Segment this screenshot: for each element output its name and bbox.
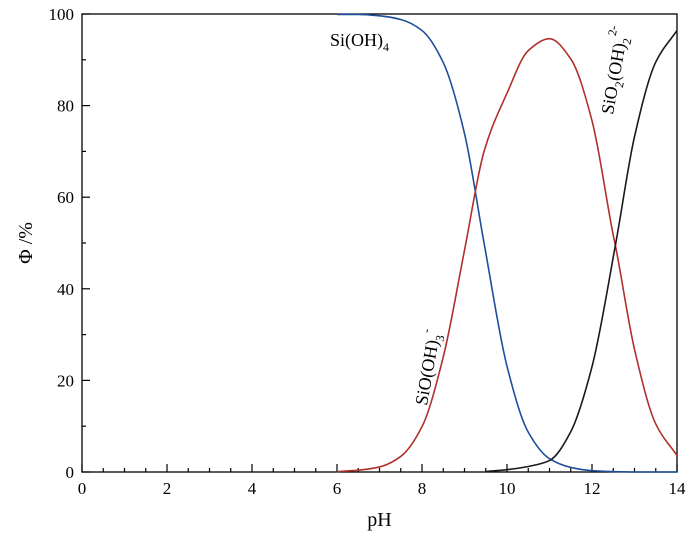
x-tick-label: 14 [669,479,687,498]
x-axis-ticks: 0 2 4 6 8 10 12 14 [78,464,686,498]
series-line-0 [337,13,677,473]
series-label-sio-oh-3: SiO(OH)3- [406,328,448,408]
series-lines [336,13,678,473]
y-tick-label: 40 [57,280,74,299]
y-tick-label: 60 [57,188,74,207]
x-tick-label: 8 [418,479,427,498]
x-axis-title: pH [367,509,391,531]
plot-frame [81,13,678,473]
x-tick-label: 10 [499,479,516,498]
y-tick-label: 20 [57,371,74,390]
y-axis-title: Φ /% [15,222,37,264]
x-tick-label: 2 [163,479,172,498]
series-line-1 [336,37,678,473]
series-label-sio2-oh-2: SiO2(OH)22- [591,25,636,117]
x-tick-label: 6 [333,479,342,498]
y-axis-ticks: 0 20 40 60 80 100 [49,5,90,482]
x-tick-label: 12 [584,479,601,498]
series-line-2 [485,30,678,473]
y-tick-label: 80 [57,97,74,116]
series-label-si-oh-4: Si(OH)4 [330,30,389,54]
x-tick-label: 4 [248,479,257,498]
y-tick-label: 100 [49,5,75,24]
y-tick-label: 0 [66,463,75,482]
x-tick-label: 0 [78,479,87,498]
